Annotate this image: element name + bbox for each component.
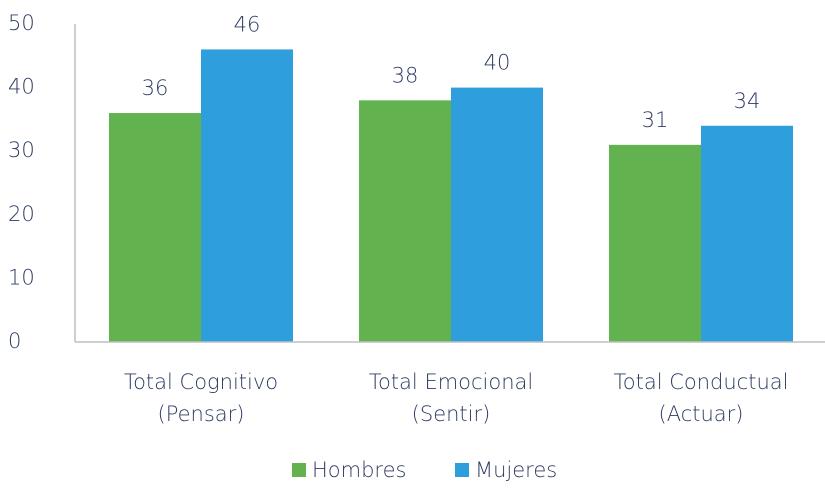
legend-label: Hombres: [312, 458, 406, 482]
x-tick-label: Total Cognitivo: [124, 370, 278, 394]
x-tick-label: (Pensar): [158, 402, 245, 426]
y-tick-label: 30: [8, 138, 35, 162]
y-tick-label: 50: [8, 11, 35, 35]
bar: [359, 100, 451, 342]
legend-swatch: [455, 463, 469, 477]
legend-swatch: [292, 463, 306, 477]
value-label: 46: [234, 12, 261, 36]
value-label: 34: [734, 89, 761, 113]
bar: [201, 49, 293, 342]
bar: [451, 87, 543, 342]
value-label: 38: [392, 63, 419, 87]
y-tick-label: 0: [8, 329, 21, 353]
y-tick-label: 10: [8, 265, 35, 289]
y-tick-label: 20: [8, 202, 35, 226]
bar: [609, 144, 701, 342]
bar: [701, 125, 793, 342]
bar: [109, 113, 201, 342]
value-label: 40: [484, 51, 511, 75]
x-tick-label: Total Emocional: [369, 370, 534, 394]
value-label: 31: [642, 108, 669, 132]
y-tick-label: 40: [8, 75, 35, 99]
x-tick-label: (Sentir): [412, 402, 491, 426]
legend-label: Mujeres: [475, 458, 557, 482]
x-tick-label: (Actuar): [659, 402, 744, 426]
value-label: 36: [142, 76, 169, 100]
x-tick-label: Total Conductual: [614, 370, 789, 394]
